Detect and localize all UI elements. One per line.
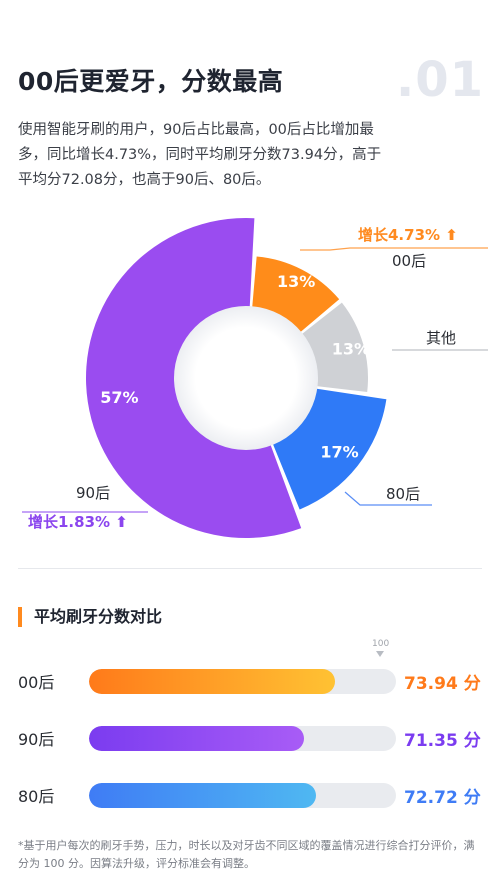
bar-chart-title: 平均刷牙分数对比 [18, 607, 162, 627]
divider [18, 568, 482, 569]
bar-row-2: 80后 72.72 分 [0, 781, 500, 811]
page-title: 00后更爱牙，分数最高 [18, 67, 284, 96]
donut-value-label-2: 17% [320, 443, 358, 462]
bar-fill [89, 669, 335, 694]
bar-category-label: 90后 [18, 730, 55, 749]
section-index: .01 [395, 52, 484, 108]
bar-track [89, 783, 396, 808]
donut-hole [174, 306, 318, 450]
bar-track [89, 669, 396, 694]
donut-slice-2 [272, 388, 387, 510]
donut-value-label-1: 13% [332, 339, 370, 358]
category-label-3: 90后 [76, 484, 110, 502]
growth-annotation-0: 增长4.73% ⬆ [358, 226, 458, 244]
max-score-label: 100 [372, 639, 390, 649]
leader-line-0 [300, 247, 488, 251]
donut-slice-1 [301, 302, 368, 393]
donut-value-label-3: 57% [100, 388, 138, 407]
bar-category-label: 00后 [18, 673, 55, 692]
footnote: *基于用户每次的刷牙手势，压力，时长以及对牙齿不同区域的覆盖情况进行综合打分评价… [18, 839, 475, 870]
bar-category-label: 80后 [18, 787, 55, 806]
bar-value-label: 71.35 分 [404, 731, 481, 751]
description-text: 使用智能牙刷的用户，90后占比最高，00后占比增加最多，同比增长4.73%，同时… [18, 122, 382, 188]
bar-row-1: 90后 71.35 分 [0, 724, 500, 754]
bar-row-0: 00后 73.94 分 [0, 667, 500, 697]
bar-value-label: 73.94 分 [404, 674, 481, 694]
bar-value-label: 72.72 分 [404, 788, 481, 808]
donut-slice-3 [85, 218, 302, 538]
bar-fill [89, 783, 317, 808]
bar-track [89, 726, 396, 751]
category-label-0: 00后 [392, 252, 426, 270]
leader-line-2 [344, 491, 432, 506]
donut-value-label-0: 13% [277, 272, 315, 291]
category-label-2: 80后 [386, 485, 420, 503]
category-label-1: 其他 [426, 329, 456, 347]
bar-fill [89, 726, 304, 751]
growth-annotation-1: 增长1.83% ⬆ [28, 513, 128, 531]
max-marker-icon [376, 651, 384, 657]
